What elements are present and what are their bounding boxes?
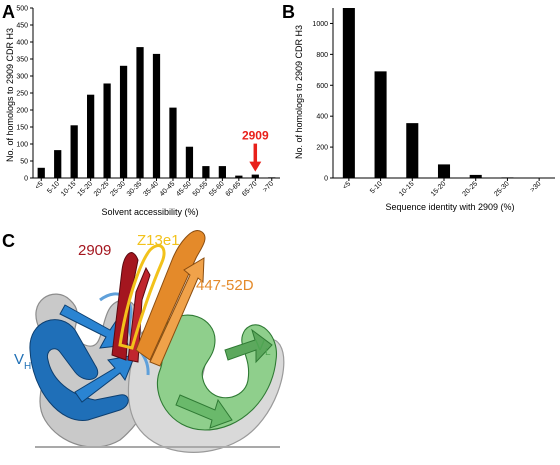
bar [202,166,210,178]
label-vh-main: V [14,351,24,368]
bar [251,174,259,178]
chart-b-ylabel: No. of homologs to 2909 CDR H3 [294,25,304,159]
y-tick-label: 450 [16,23,28,30]
bar [235,175,243,178]
bar [501,177,514,178]
y-tick-label: 400 [16,40,28,47]
y-tick-label: 250 [16,91,28,98]
chart-a: No. of homologs to 2909 CDR H3 Solvent a… [5,6,280,217]
bar [136,47,144,178]
bar [70,125,78,178]
vh-domain [29,319,129,421]
x-tick-label: 60-65 [225,180,243,198]
x-tick-label: 10-15 [398,180,416,198]
antibody-structure: 2909 Z13e1 447-52D VH VL [14,230,285,453]
y-tick-label: 150 [16,125,28,132]
x-tick-label: 45-50 [175,180,193,198]
bar [152,53,161,178]
x-tick-label: 65-70 [241,180,259,198]
y-tick-label: 300 [16,74,28,81]
x-tick-label: 35-40 [142,180,160,198]
chart-a-ylabel: No. of homologs to 2909 CDR H3 [5,28,15,162]
x-tick-label: <5 [342,180,353,191]
y-tick-label: 1000 [312,21,328,28]
y-tick-label: 500 [16,6,28,13]
bar [406,123,419,178]
x-tick-label: 25-30 [109,180,127,198]
x-tick-label: <5 [34,180,45,191]
x-tick-label: 50-55 [192,180,210,198]
bar [342,8,355,178]
y-tick-label: 200 [316,145,328,152]
annotation-arrow-head [249,161,262,172]
x-tick-label: 5-10 [369,180,384,195]
label-2909: 2909 [78,242,111,259]
x-tick-label: 15-20 [76,180,94,198]
y-tick-label: 400 [316,114,328,121]
chart-b: No. of homologs to 2909 CDR H3 Sequence … [294,8,555,212]
bar [374,71,387,178]
bar [185,146,194,178]
y-tick-label: 0 [24,176,28,183]
x-tick-label: 30-35 [126,180,144,198]
cdr-h3-447-52d-strand [149,257,205,367]
vl-strand-1 [224,328,273,364]
bar [87,94,95,178]
chart-b-xlabel: Sequence identity with 2909 (%) [385,202,514,212]
x-tick-label: 20-25 [462,180,480,198]
panel-letter-b: B [282,2,295,22]
x-tick-label: 15-20 [430,180,448,198]
vh-strand-2 [74,354,136,403]
vh-loop [99,292,150,376]
x-tick-label: 25-30 [493,180,511,198]
x-tick-label: >30 [529,180,542,193]
vl-strand-2 [175,394,233,429]
x-tick-label: >70 [262,180,275,193]
label-vh: VH [14,351,31,372]
label-447-52d: 447-52D [196,277,254,294]
bar [119,65,128,178]
bar [218,166,226,178]
label-vh-sub: H [24,361,31,372]
bar [103,83,111,178]
y-tick-label: 800 [316,52,328,59]
y-tick-label: 350 [16,57,28,64]
bar [37,167,45,178]
x-tick-label: 55-60 [208,180,226,198]
panel-letter-c: C [2,231,15,251]
bar [437,164,451,178]
y-tick-label: 100 [16,142,28,149]
cdr-h3-447-52d [135,230,206,361]
label-vl-sub: L [265,347,271,358]
cdr-h3-z13e1 [118,244,166,350]
y-tick-label: 0 [324,176,328,183]
label-z13e1: Z13e1 [137,232,180,249]
y-tick-label: 200 [16,108,28,115]
x-tick-label: 40-45 [159,180,177,198]
panel-letter-a: A [2,2,15,22]
x-tick-label: 10-15 [60,180,78,198]
bar [169,107,177,178]
x-tick-label: 20-25 [93,180,111,198]
y-tick-label: 600 [316,83,328,90]
chart-a-xlabel: Solvent accessibility (%) [101,207,198,217]
label-vl-main: V [255,337,265,354]
bar [54,150,62,178]
annotation-label: 2909 [242,129,269,143]
bar [469,174,482,178]
bar [268,177,276,178]
y-tick-label: 50 [20,159,28,166]
label-vl: VL [255,337,271,358]
